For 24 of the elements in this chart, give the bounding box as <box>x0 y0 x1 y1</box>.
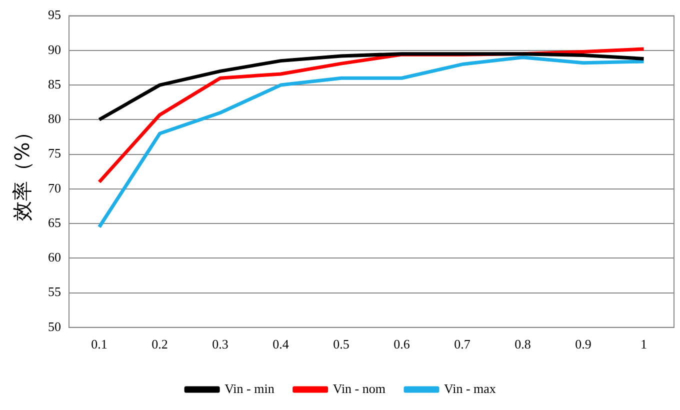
y-tick-label: 60 <box>48 250 61 265</box>
y-tick-label: 70 <box>48 180 61 196</box>
y-tick-label: 55 <box>48 284 61 300</box>
x-tick-label: 1 <box>640 336 647 352</box>
x-tick-label: 0.5 <box>333 336 350 352</box>
y-axis-title: 效率（%） <box>10 122 34 222</box>
y-tick-label: 85 <box>48 76 61 92</box>
x-tick-label: 0.6 <box>394 336 410 352</box>
y-tick-label: 90 <box>48 42 61 57</box>
y-tick-label: 75 <box>48 146 61 161</box>
x-tick-label: 0.1 <box>91 336 108 352</box>
x-tick-label: 0.9 <box>575 336 592 352</box>
x-tick-label: 0.4 <box>272 336 290 352</box>
x-tick-label: 0.7 <box>454 336 471 352</box>
x-tick-label: 0.2 <box>152 336 168 352</box>
x-tick-label: 0.3 <box>212 336 228 352</box>
y-tick-label: 95 <box>48 7 61 22</box>
y-tick-label: 50 <box>48 318 61 334</box>
legend-label: Vin - nom <box>332 380 386 396</box>
x-tick-label: 0.8 <box>514 336 531 352</box>
y-tick-label: 80 <box>48 111 61 126</box>
legend-label: Vin - min <box>224 380 275 396</box>
y-tick-label: 65 <box>48 214 61 230</box>
legend-label: Vin - max <box>444 380 496 396</box>
